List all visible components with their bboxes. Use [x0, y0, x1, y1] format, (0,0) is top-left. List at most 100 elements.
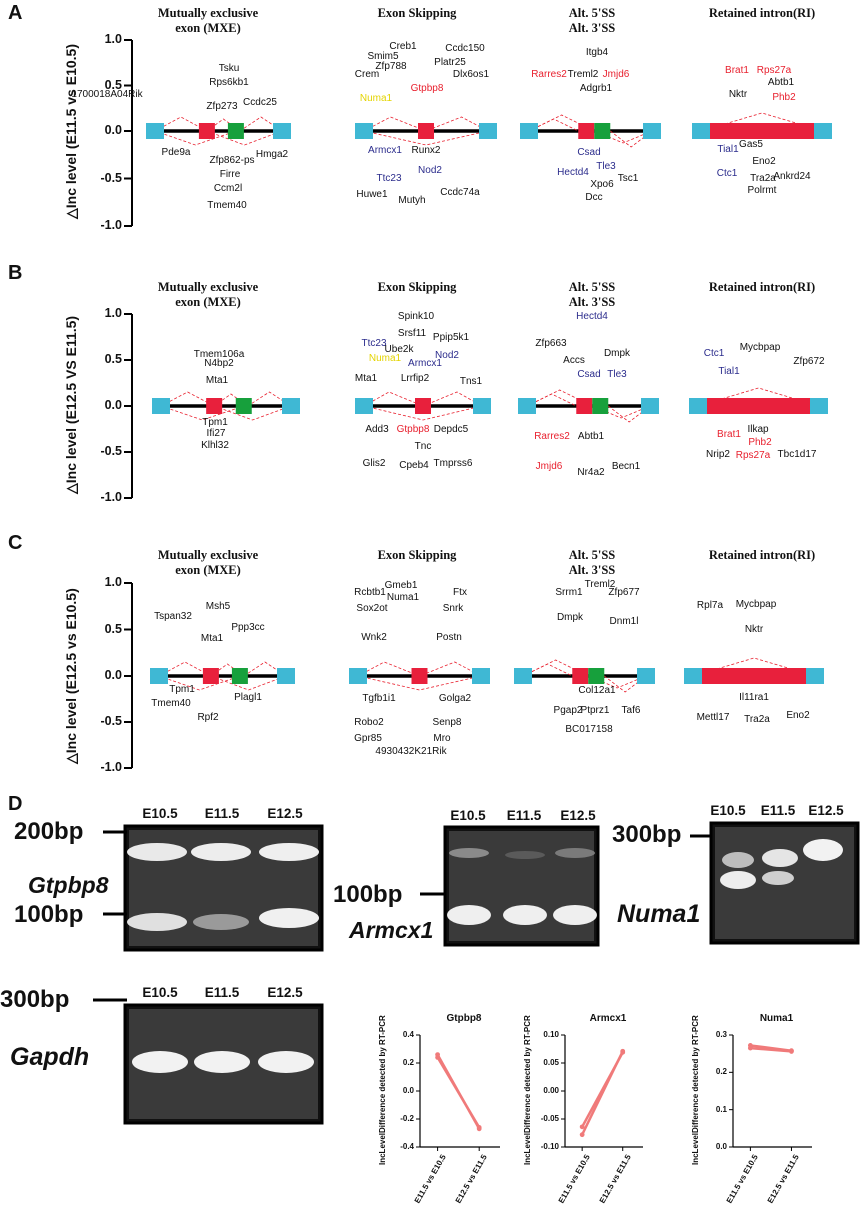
mini-chart-y-tick-label: 0.05 [543, 1058, 559, 1067]
gene-label: Srrm1 [555, 587, 583, 598]
gene-label: Il11ra1 [739, 692, 769, 703]
constitutive-exon-right-es-B [473, 398, 491, 414]
mini-chart-title: Numa1 [759, 1013, 794, 1024]
mini-chart-series-line [750, 1046, 792, 1053]
numa1-band-1 [720, 871, 756, 889]
mini-chart-y-tick-label: -0.10 [540, 1142, 559, 1151]
y-tick-label-a-3: -0.5 [100, 170, 122, 185]
mini-chart-y-axis-title: IncLevelDifference detected by RT-PCR [523, 1015, 532, 1165]
lane-label-gtpbp8: E10.5 [142, 806, 178, 821]
gene-label: Treml2 [584, 579, 616, 590]
gene-label: Gas5 [739, 139, 763, 150]
splice-junction-es-bottom-C [357, 675, 482, 691]
gene-label: Msh5 [205, 601, 231, 612]
marker-100bp-armcx1: 100bp [333, 881, 403, 908]
gene-label: Polrmt [747, 185, 777, 196]
mini-chart-series-line [581, 1051, 624, 1128]
gene-label: Crem [354, 69, 380, 80]
retained-intron-B [707, 398, 810, 414]
gene-label: Ube2k [384, 344, 414, 355]
gene-label: Tpm1 [202, 417, 228, 428]
mini-chart-y-axis-title: IncLevelDifference detected by RT-PCR [378, 1015, 387, 1165]
gene-label: Tsc1 [617, 173, 639, 184]
gene-label: Adgrb1 [579, 83, 613, 94]
gene-label: Accs [563, 355, 585, 366]
gene-label: Rarres2 [531, 69, 567, 80]
gene-label: Ccdc74a [440, 187, 480, 198]
gene-label: Mta1 [205, 375, 229, 386]
constitutive-exon-left-mxe-B [152, 398, 170, 414]
gene-label: Rps6kb1 [209, 77, 249, 88]
numa1-band-2 [762, 849, 798, 867]
splice-junction-mxe-A-4 [206, 130, 283, 146]
alt-exon-green-mxe-B [235, 398, 252, 414]
alt-exon-red-mxe-A [198, 123, 215, 139]
section-title-c-es: Exon Skipping [377, 548, 457, 562]
gene-label: Tbc1d17 [777, 449, 817, 460]
section-title-b-mxe: Mutually exclusive exon (MXE) [157, 280, 259, 309]
splice-junction-mxe-C-4 [210, 675, 287, 691]
gene-label: Snrk [442, 603, 464, 614]
gene-label: Dmpk [603, 348, 631, 359]
mini-chart-y-tick-label: 0.2 [715, 1067, 727, 1077]
gene-label: Sox2ot [356, 603, 388, 614]
gene-label: Abtb1 [577, 431, 605, 442]
marker-200bp: 200bp [14, 818, 84, 845]
gene-label: Mro [433, 733, 451, 744]
gene-label: Zfp273 [206, 101, 238, 112]
gene-label: Ilkap [747, 424, 769, 435]
constitutive-exon-right-ri-A [814, 123, 832, 139]
splice-junction-ss-A-3 [610, 130, 653, 148]
gene-label: Wnk2 [361, 632, 387, 643]
mini-chart-y-tick-label: 0.1 [715, 1104, 727, 1114]
gtpbp8-band-5 [259, 908, 319, 928]
gene-label: Nod2 [418, 165, 442, 176]
gene-label: Pgap2 [553, 705, 583, 716]
gene-label: Numa1 [368, 353, 402, 364]
constitutive-exon-left-ri-A [692, 123, 710, 139]
gene-label: Nktr [744, 624, 764, 635]
gene-label: Srsf11 [397, 328, 427, 339]
mini-chart-series-line [436, 1056, 481, 1129]
alt-exon-green-mxe-A [227, 123, 244, 139]
gene-label: Ppip5k1 [432, 332, 470, 343]
constitutive-exon-left-ss-A [520, 123, 538, 139]
retained-intron-A [710, 123, 814, 139]
gene-label: BC017158 [565, 724, 613, 735]
gene-label: N4bp2 [204, 358, 234, 369]
splice-junction-mxe-C-3 [158, 675, 241, 691]
gene-label: Phb2 [772, 92, 796, 103]
section-title-a-mxe: Mutually exclusive exon (MXE) [157, 6, 259, 35]
skipped-exon-es-C [411, 668, 428, 684]
gene-label: Dnm1l [609, 616, 639, 627]
gene-label: Firre [219, 169, 241, 180]
gene-label: Spink10 [397, 311, 435, 322]
skipped-exon-es-B [415, 398, 431, 414]
gene-label: Tmem40 [151, 698, 191, 709]
y-axis-title-c: △Inc level (E12.5 vs E10.5) [63, 588, 79, 764]
gene-label: Armcx1 [368, 145, 402, 156]
marker-100bp-gtpbp8: 100bp [14, 901, 84, 928]
gene-label: Dlx6os1 [452, 69, 490, 80]
constitutive-exon-right-es-C [472, 668, 490, 684]
numa1-band-4 [803, 839, 843, 861]
gene-label: Armcx1 [408, 358, 442, 369]
gene-label: Plagl1 [234, 692, 262, 703]
gene-label: Rps27a [756, 65, 792, 76]
lane-label-armcx1: E11.5 [506, 808, 542, 823]
retained-intron-C [702, 668, 806, 684]
gene-label: Becn1 [611, 461, 641, 472]
panel-letter-b: B [8, 262, 23, 284]
gene-label: Tra2a [750, 173, 776, 184]
gene-label: Postn [436, 632, 462, 643]
section-title-a-ri: Retained intron(RI) [708, 6, 816, 20]
gene-label: Ccdc25 [243, 97, 277, 108]
constitutive-exon-right-mxe-C [277, 668, 295, 684]
mini-chart-title: Gtpbp8 [446, 1013, 482, 1024]
gene-label: Rpf2 [197, 712, 219, 723]
figure-canvas [93, 39, 860, 1151]
gene-label: Dcc [585, 192, 603, 203]
gene-label: Col12a1 [578, 685, 616, 696]
gene-name-gtpbp8: Gtpbp8 [28, 872, 109, 898]
y-tick-label-c-0: 1.0 [104, 575, 122, 589]
